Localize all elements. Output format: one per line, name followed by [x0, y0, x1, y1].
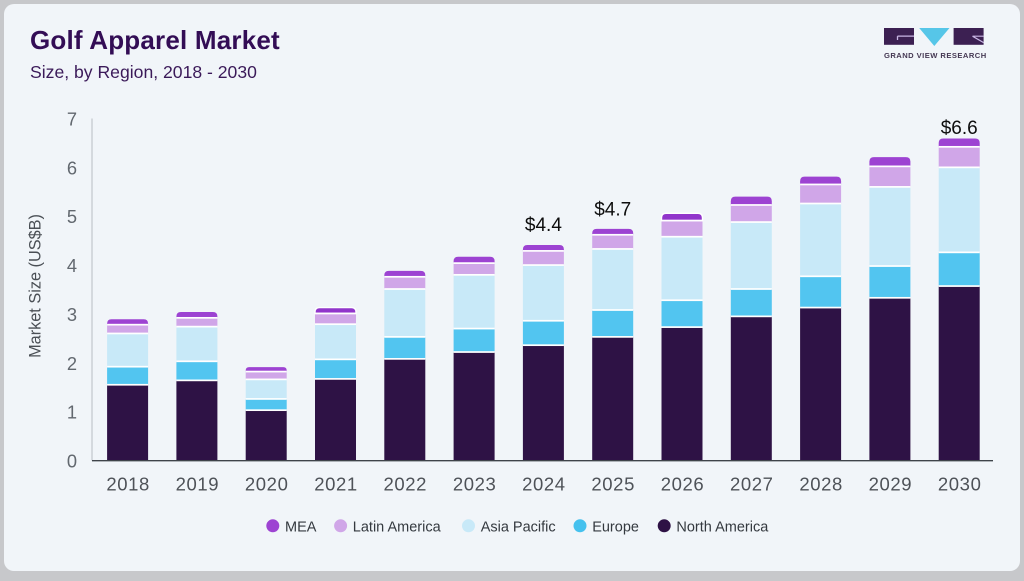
svg-text:2026: 2026	[661, 474, 705, 495]
svg-text:2030: 2030	[938, 474, 982, 495]
svg-text:6: 6	[67, 157, 77, 178]
svg-text:MEA: MEA	[285, 519, 317, 535]
svg-text:$6.6: $6.6	[941, 118, 978, 139]
svg-text:2018: 2018	[106, 474, 150, 495]
svg-text:0: 0	[67, 451, 77, 472]
svg-text:1: 1	[67, 402, 77, 423]
svg-text:4: 4	[67, 255, 77, 276]
svg-text:2022: 2022	[384, 474, 428, 495]
svg-text:7: 7	[67, 109, 77, 130]
svg-text:Market Size (US$B): Market Size (US$B)	[26, 214, 44, 358]
svg-text:$4.4: $4.4	[525, 215, 562, 236]
svg-text:2027: 2027	[730, 474, 774, 495]
svg-text:2028: 2028	[799, 474, 843, 495]
svg-text:2: 2	[67, 353, 77, 374]
svg-text:2023: 2023	[453, 474, 497, 495]
svg-text:5: 5	[67, 206, 77, 227]
svg-text:North America: North America	[676, 519, 769, 535]
svg-text:2020: 2020	[245, 474, 289, 495]
svg-text:2021: 2021	[314, 474, 358, 495]
svg-text:2025: 2025	[591, 474, 635, 495]
svg-text:$4.7: $4.7	[594, 200, 631, 221]
svg-text:2019: 2019	[176, 474, 220, 495]
svg-text:3: 3	[67, 304, 77, 325]
svg-text:2029: 2029	[869, 474, 913, 495]
svg-text:2024: 2024	[522, 474, 566, 495]
svg-text:Europe: Europe	[592, 519, 639, 535]
svg-text:Latin America: Latin America	[353, 519, 442, 535]
svg-text:Asia Pacific: Asia Pacific	[481, 519, 556, 535]
